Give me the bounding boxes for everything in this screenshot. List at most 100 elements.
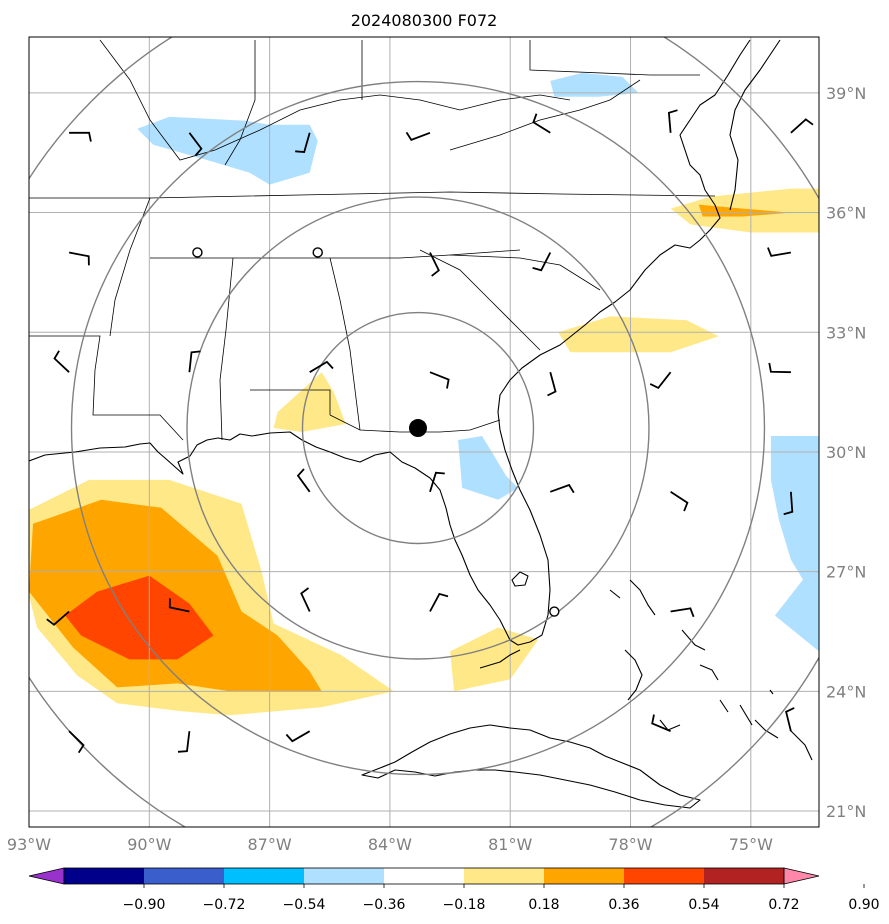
y-tick-label: 39°N [826,84,866,103]
x-tick-label: 81°W [488,835,532,854]
wind-barb [296,468,311,493]
x-tick-label: 78°W [608,835,652,854]
state-line-pa [529,40,700,76]
state-line-la-ms [29,335,184,441]
station-markers [192,247,560,617]
colorbar-segment [544,868,625,884]
colorbar-segment [144,868,225,884]
shaded-field-layer [29,72,819,716]
colorbar-extend-high [783,867,820,885]
wind-barb [429,592,449,612]
wind-barb [532,113,551,134]
colorbar-outline [63,867,785,885]
wind-barb [405,131,431,142]
colorbar-tick-label: 0.18 [528,897,559,913]
colorbar-segment [624,868,705,884]
wind-barb [783,491,794,516]
colorbar-tick-label: 0.54 [688,897,719,913]
wind-barb [295,132,311,153]
wind-barb [768,362,791,374]
wind-barb [785,707,795,732]
colorbar-tick-label: 0.36 [608,897,639,913]
wind-barb [547,371,557,397]
shaded-region-3 [273,372,346,432]
wind-barb [68,251,90,266]
lat-lon-grid [29,37,819,827]
coastlines-borders [29,39,813,809]
colorbar-segment [704,868,785,884]
shaded-region-9 [550,72,639,97]
colorbar-segment [304,868,385,884]
wind-barb [53,350,70,373]
range-rings [29,37,819,827]
range-ring [186,196,650,660]
wind-barb [188,350,201,373]
wind-barb [46,610,70,626]
state-line-ga-sc [419,249,541,351]
state-line-fl-panhandle [250,389,331,415]
x-tick-label: 90°W [127,835,171,854]
wind-barb [429,252,440,277]
state-line-il-in [224,40,256,166]
colorbar-extend-low [28,867,65,885]
wind-barb [670,491,689,512]
x-tick-label: 75°W [729,835,773,854]
y-axis-ticks: 21°N 24°N 27°N 30°N 33°N 36°N 39°N [826,84,866,821]
wind-barb [670,607,695,618]
state-borders [29,39,716,441]
map-area [29,37,819,827]
x-tick-label: 87°W [248,835,292,854]
wind-barb [300,587,311,612]
colorbar-tick-label: −0.36 [363,897,406,913]
florida-keys [479,649,521,669]
range-ring [70,80,766,776]
wind-barb [667,109,678,133]
y-tick-label: 33°N [826,323,866,342]
colorbar: −0.90 −0.72 −0.54 −0.36 −0.18 0.18 0.36 0.54 0.7… [28,867,880,913]
wind-barb [429,471,445,493]
state-line-tn-north [149,191,716,199]
x-tick-label: 93°W [7,835,51,854]
wind-barb [532,252,552,272]
colorbar-segment [464,868,545,884]
shaded-region-8 [137,116,318,185]
x-axis-ticks: 93°W 90°W 87°W 84°W 81°W 78°W 75°W [7,835,773,854]
chart-title: 2024080300 F072 [351,11,498,30]
wind-barb [177,731,191,753]
y-tick-label: 24°N [826,682,866,701]
wind-barb [649,371,672,390]
wind-barb [767,247,792,257]
station-marker [312,247,323,258]
map-frame [28,36,820,828]
wind-barb [285,730,311,743]
colorbar-tick-label: −0.90 [123,897,166,913]
colorbar-tick-label: −0.54 [283,897,326,913]
colorbar-segment [384,868,465,884]
wind-barb [188,132,203,157]
bahamas-islands [511,571,813,761]
wind-barb [790,118,814,134]
x-tick-label: 84°W [368,835,412,854]
wind-barb [429,371,450,389]
y-tick-label: 36°N [826,204,866,223]
colorbar-segment [64,868,145,884]
state-line-ky-oh [99,39,571,161]
y-tick-label: 30°N [826,443,866,462]
state-line-ar [29,197,151,337]
wind-barb [69,131,92,142]
shaded-region-7 [698,204,791,217]
center-point-marker [408,419,427,438]
y-tick-label: 21°N [826,802,866,821]
us-coastline [29,39,751,646]
station-marker [192,247,203,258]
colorbar-tick-label: 0.72 [768,897,799,913]
state-line-nc-sc [449,254,601,291]
wind-barb [168,598,190,613]
colorbar-segment [224,868,305,884]
state-line-tn-south [150,249,521,259]
station-marker [549,606,560,617]
wind-barb [651,714,671,733]
state-line-va-wv [449,79,641,151]
wind-barb [68,730,85,754]
